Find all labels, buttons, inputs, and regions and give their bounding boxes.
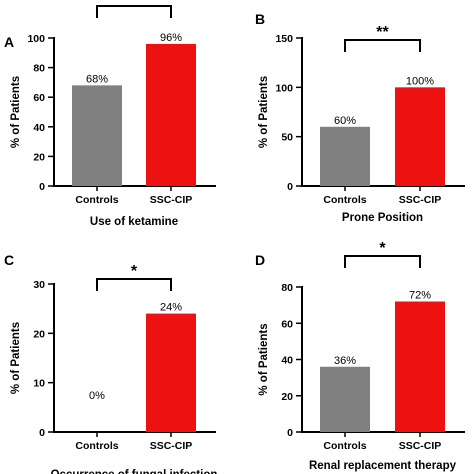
panel-a-y-tick-label: 60 (33, 92, 45, 104)
panel-d-y-tick-label: 20 (281, 391, 293, 403)
panel-a-y-tick-label: 100 (27, 33, 45, 45)
panel-b-category-label: Controls (323, 194, 366, 206)
panel-a-letter: A (4, 34, 14, 50)
panel-d-bar-ssc-cip (395, 301, 445, 432)
panel-d-y-label: % of Patients (258, 323, 270, 395)
panel-c-category-label: SSC-CIP (150, 440, 193, 452)
panel-d-category-label: SSC-CIP (399, 440, 442, 452)
panel-c-y-tick-label: 20 (33, 328, 45, 340)
panel-b-value-label: 60% (334, 115, 356, 127)
panel-b-y-tick-label: 0 (287, 181, 293, 193)
panel-c-significance-marker: * (131, 263, 138, 280)
panel-a-y-tick-label: 80 (33, 63, 45, 75)
panel-a-category-label: SSC-CIP (150, 194, 193, 206)
panel-b-letter: B (255, 11, 265, 27)
panel-a-category-label: Controls (75, 194, 118, 206)
panel-c-bar-ssc-cip (146, 313, 196, 432)
panel-b-y-label: % of Patients (258, 76, 270, 148)
panel-a-y-tick-label: 40 (33, 122, 45, 134)
panel-c-value-label: 0% (89, 390, 105, 402)
panel-d-y-tick-label: 60 (281, 318, 293, 330)
panel-a-y-label: % of Patients (10, 76, 22, 148)
panel-b-y-tick-label: 100 (275, 82, 293, 94)
panel-a-value-label: 68% (86, 73, 108, 85)
panel-c-letter: C (4, 252, 14, 268)
panel-b-y-tick-label: 50 (281, 132, 293, 144)
panel-a-bar-ssc-cip (146, 43, 196, 186)
panel-a-x-title: Use of ketamine (90, 216, 178, 228)
panel-d-letter: D (255, 252, 265, 268)
panel-a-value-label: 96% (160, 32, 182, 44)
panel-d-significance-bracket (344, 255, 421, 268)
panel-d-y-tick-label: 0 (287, 427, 293, 439)
panel-b-value-label: 100% (406, 75, 434, 87)
panel-b-bar-controls (320, 126, 370, 186)
panel-b-significance-marker: ** (376, 24, 389, 41)
panel-c-value-label: 24% (160, 302, 182, 314)
panel-b-significance-bracket (344, 39, 421, 52)
panel-d-y-tick-label: 40 (281, 355, 293, 367)
panel-c-y-tick-label: 10 (33, 378, 45, 390)
panel-b-category-label: SSC-CIP (399, 194, 442, 206)
panel-a-bar-controls (72, 85, 122, 186)
panel-c-category-label: Controls (75, 440, 118, 452)
panel-c-y-tick-label: 30 (33, 279, 45, 291)
panel-c-y-tick-label: 0 (39, 427, 45, 439)
panel-b-x-title: Prone Position (342, 212, 423, 224)
panel-d-significance-marker: * (379, 240, 386, 257)
panel-d-x-title: Renal replacement therapy (309, 460, 457, 472)
panel-b-y-tick-label: 150 (275, 33, 293, 45)
panel-d-category-label: Controls (323, 440, 366, 452)
panel-c-significance-bracket (96, 278, 172, 291)
panel-a-significance-bracket (96, 5, 172, 18)
panel-d-value-label: 72% (409, 290, 431, 302)
panel-d-y-tick-label: 80 (281, 282, 293, 294)
panel-d-value-label: 36% (334, 355, 356, 367)
panel-b-bar-ssc-cip (395, 87, 445, 186)
panel-a-y-tick-label: 20 (33, 151, 45, 163)
panel-d-bar-controls (320, 366, 370, 432)
panel-c-x-title: Occurrence of fungal infection (51, 469, 218, 474)
panel-c-y-label: % of Patients (10, 322, 22, 394)
panel-a-y-tick-label: 0 (39, 181, 45, 193)
